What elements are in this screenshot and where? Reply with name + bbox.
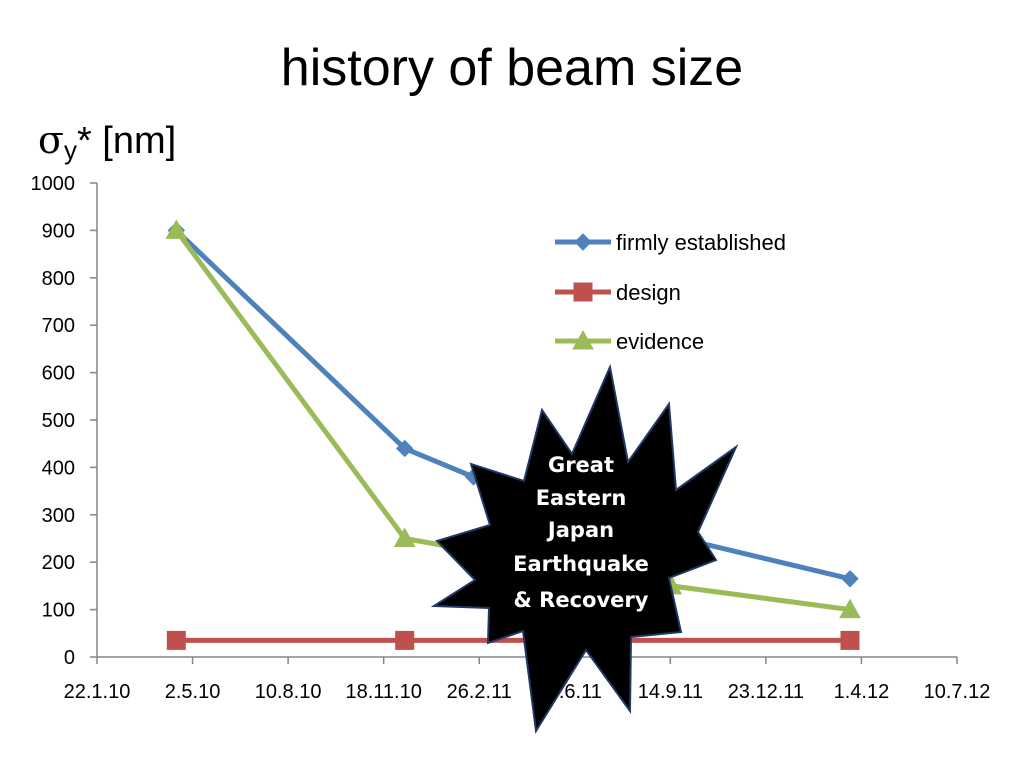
y-axis-label: σy* [nm]: [38, 118, 176, 166]
earthquake-burst: Great Eastern Japan Earthquake & Recovery: [430, 363, 739, 734]
x-tick-label: 10.7.12: [924, 681, 991, 703]
legend-marker-design: [573, 282, 593, 302]
legend-label-firmly-established: firmly established: [616, 230, 786, 255]
x-tick-label: 1.4.12: [834, 681, 890, 703]
y-tick-label: 100: [42, 600, 75, 622]
y-tick-label: 300: [42, 505, 75, 527]
starburst-shape: [430, 363, 739, 734]
y-tick-label: 200: [42, 552, 75, 574]
sigma-symbol: σ: [38, 118, 64, 162]
x-tick-label: 14.9.11: [638, 681, 703, 703]
x-tick-label: 23.12.11: [728, 681, 804, 703]
burst-text-line: Japan: [546, 518, 614, 542]
chart-title: history of beam size: [280, 39, 744, 97]
legend-marker-firmly-established: [574, 233, 592, 251]
sigma-subscript: y: [63, 135, 77, 165]
x-tick-label: 2.5.10: [165, 681, 221, 703]
y-axis-label-suffix: * [nm]: [76, 120, 177, 162]
data-point-firmly-established: [395, 439, 414, 458]
y-tick-label: 900: [42, 220, 75, 242]
data-point-design: [395, 630, 415, 650]
legend-item-firmly-established: firmly established: [555, 230, 786, 255]
y-tick-label: 500: [42, 410, 75, 432]
series-design: [166, 630, 860, 650]
data-point-design: [840, 630, 860, 650]
data-point-evidence: [839, 598, 861, 619]
data-point-design: [166, 630, 186, 650]
data-point-firmly-established: [841, 570, 859, 588]
y-tick-label: 800: [42, 268, 75, 290]
legend-label-evidence: evidence: [616, 329, 704, 354]
legend-item-evidence: evidence: [555, 329, 704, 354]
x-tick-label: 22.1.10: [64, 681, 131, 703]
burst-text-line: Earthquake: [513, 552, 649, 576]
legend-label-design: design: [616, 280, 681, 305]
data-point-evidence: [393, 527, 416, 547]
burst-text-line: Great: [548, 453, 614, 477]
x-tick-label: 10.8.10: [255, 681, 322, 703]
y-tick-label: 600: [42, 363, 75, 385]
x-tick-label: 18.11.10: [345, 681, 421, 703]
y-tick-label: 700: [42, 315, 75, 337]
y-tick-label: 0: [64, 647, 75, 669]
y-tick-label: 400: [42, 457, 75, 479]
axes: 0 100 200 300 400 500 600 700 800 900 1000 22.1.10 2…: [31, 173, 991, 703]
legend-item-design: design: [555, 280, 681, 305]
legend: firmly established design evidence: [555, 230, 786, 354]
burst-text-line: & Recovery: [514, 588, 649, 612]
y-tick-label: 1000: [31, 173, 76, 195]
legend-marker-evidence: [572, 329, 594, 350]
x-tick-label: 26.2.11: [447, 681, 512, 703]
burst-text-line: Eastern: [536, 486, 627, 510]
data-point-evidence: [165, 219, 188, 239]
